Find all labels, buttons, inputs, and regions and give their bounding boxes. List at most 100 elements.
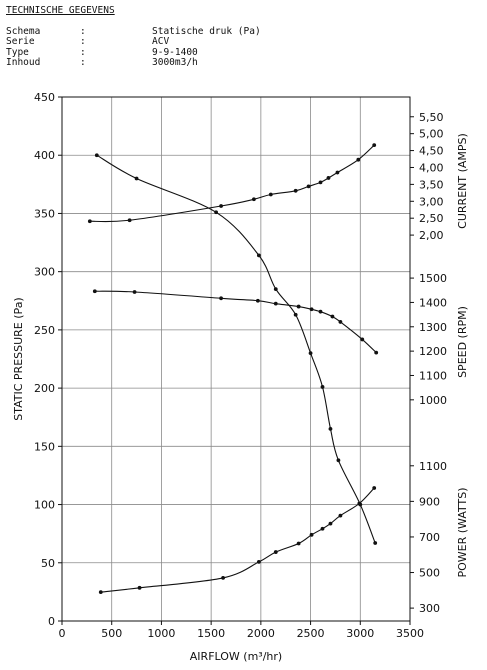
power-data-point bbox=[320, 526, 325, 531]
y-tick-label: 300 bbox=[34, 266, 55, 279]
power-data-point bbox=[357, 501, 362, 506]
power-data-point bbox=[98, 590, 103, 594]
spec-separator: : bbox=[80, 36, 86, 47]
speed-curve bbox=[94, 290, 377, 353]
power-data-point bbox=[372, 486, 377, 490]
pressure-data-point bbox=[336, 458, 341, 463]
x-tick-label: 0 bbox=[59, 627, 66, 640]
current-data-point bbox=[356, 157, 361, 162]
speed-data-point bbox=[273, 301, 278, 306]
pressure-data-point bbox=[373, 541, 378, 545]
spec-label: Type bbox=[6, 46, 29, 58]
y-tick-label: 450 bbox=[34, 91, 55, 104]
x-tick-label: 3000 bbox=[346, 627, 374, 640]
spec-separator: : bbox=[80, 25, 86, 37]
speed-data-point bbox=[92, 289, 97, 294]
x-tick-label: 1000 bbox=[147, 627, 175, 640]
x-tick-label: 500 bbox=[101, 627, 122, 640]
y-tick-label: 100 bbox=[34, 499, 55, 512]
speed-data-point bbox=[255, 298, 260, 303]
y-tick-label: 150 bbox=[34, 440, 55, 453]
spec-row-schema: Schema : Statische druk (Pa) bbox=[6, 25, 261, 38]
current-data-point bbox=[251, 197, 256, 202]
y-tick-label: 0 bbox=[48, 615, 55, 628]
right-axis-tick-label: 4,50 bbox=[419, 145, 444, 158]
right-axis-tick-label: 300 bbox=[419, 602, 440, 615]
right-axis-tick-label: 1100 bbox=[419, 460, 447, 473]
pressure-data-point bbox=[308, 351, 313, 356]
spec-header: TECHNISCHE GEGEVENS Schema : Statische d… bbox=[6, 5, 261, 69]
speed-data-point bbox=[309, 307, 314, 312]
pressure-data-point bbox=[94, 153, 99, 158]
x-tick-label: 2000 bbox=[247, 627, 275, 640]
power-data-point bbox=[137, 585, 142, 590]
speed-data-point bbox=[318, 309, 323, 314]
current-data-point bbox=[335, 170, 340, 175]
spec-label: Serie bbox=[6, 36, 35, 47]
y-tick-label: 50 bbox=[41, 557, 55, 570]
right-axis-tick-label: 2,00 bbox=[419, 229, 444, 242]
right-axis-tick-label: 1000 bbox=[419, 394, 447, 407]
spec-value: ACV bbox=[152, 36, 170, 47]
power-data-point bbox=[273, 550, 278, 554]
power-data-point bbox=[309, 532, 314, 537]
power-curve bbox=[100, 487, 375, 593]
right-axis-tick-label: 700 bbox=[419, 531, 440, 544]
right-axis-tick-label: 4,00 bbox=[419, 161, 444, 174]
pressure-data-point bbox=[214, 210, 219, 215]
power-data-point bbox=[221, 575, 225, 580]
right-axis-tick-label: 500 bbox=[419, 567, 440, 580]
plot-frame bbox=[61, 96, 411, 622]
y-tick-label: 350 bbox=[34, 207, 55, 220]
right-axis-tick-label: 900 bbox=[419, 495, 440, 508]
current-data-point bbox=[293, 188, 298, 193]
pressure-data-point bbox=[320, 385, 325, 389]
power-data-point bbox=[296, 541, 301, 546]
right-axis-title: SPEED (RPM) bbox=[456, 306, 469, 378]
right-axis-tick-label: 3,50 bbox=[419, 178, 444, 191]
spec-row-serie: Serie : ACV bbox=[6, 36, 261, 48]
y-tick-label: 200 bbox=[34, 382, 55, 395]
speed-data-point bbox=[296, 304, 301, 309]
power-data-point bbox=[328, 521, 333, 526]
pressure-data-point bbox=[256, 253, 261, 258]
x-tick-label: 2500 bbox=[297, 627, 325, 640]
spec-value: Statische druk (Pa) bbox=[152, 25, 261, 37]
spec-separator: : bbox=[80, 57, 86, 68]
current-data-point bbox=[326, 176, 331, 180]
right-axis-tick-label: 5,00 bbox=[419, 128, 444, 141]
y-tick-label: 400 bbox=[34, 149, 55, 162]
current-data-point bbox=[127, 218, 132, 223]
spec-row-type: Type : 9-9-1400 bbox=[6, 46, 261, 59]
power-data-point bbox=[256, 559, 261, 564]
right-axis-tick-label: 1400 bbox=[419, 296, 447, 309]
current-data-point bbox=[268, 192, 273, 197]
speed-data-point bbox=[219, 296, 223, 301]
right-axis-tick-label: 2,50 bbox=[419, 212, 444, 225]
spec-row-inhoud: Inhoud : 3000m3/h bbox=[6, 57, 261, 69]
right-axis-tick-label: 1100 bbox=[419, 369, 447, 382]
current-curve bbox=[89, 144, 375, 223]
spec-label: Inhoud bbox=[6, 57, 41, 68]
right-axis-tick-label: 1200 bbox=[419, 345, 447, 358]
pressure-data-point bbox=[293, 312, 298, 317]
header-title: TECHNISCHE GEGEVENS bbox=[6, 5, 115, 16]
current-data-point bbox=[219, 204, 223, 208]
current-data-point bbox=[87, 219, 92, 224]
current-data-point bbox=[372, 143, 377, 148]
y-tick-label: 250 bbox=[34, 324, 55, 337]
spec-label: Schema bbox=[6, 25, 41, 37]
pressure-data-point bbox=[328, 426, 333, 431]
y-axis-title: STATIC PRESSURE (Pa) bbox=[12, 297, 25, 420]
current-data-point bbox=[318, 180, 323, 185]
right-axis-tick-label: 1300 bbox=[419, 321, 447, 334]
right-axis-title: POWER (WATTS) bbox=[456, 487, 469, 577]
speed-data-point bbox=[360, 337, 365, 342]
spec-separator: : bbox=[80, 46, 86, 58]
power-data-point bbox=[338, 513, 343, 518]
spec-value: 3000m3/h bbox=[152, 57, 198, 68]
x-tick-label: 3500 bbox=[396, 627, 424, 640]
speed-data-point bbox=[374, 350, 379, 355]
right-axis-tick-label: 5,50 bbox=[419, 111, 444, 124]
